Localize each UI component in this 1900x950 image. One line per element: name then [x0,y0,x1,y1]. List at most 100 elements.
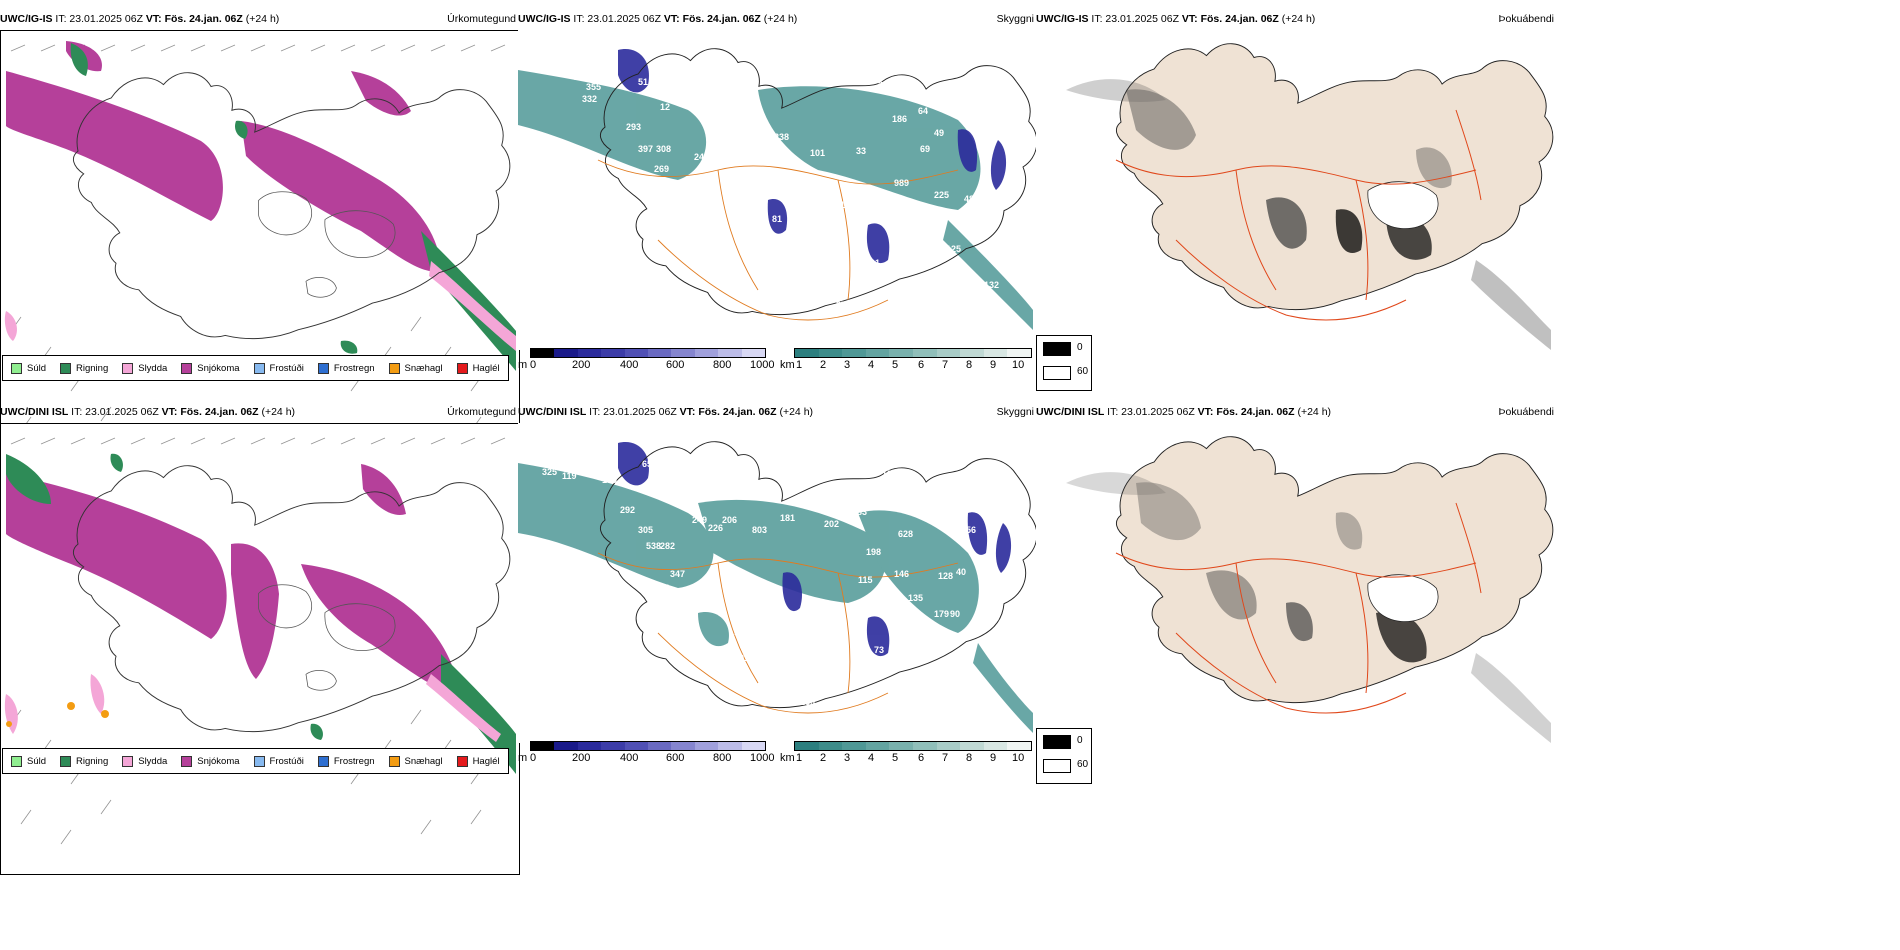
value-label: 372 [836,300,851,310]
colorbar-unit: m [518,752,528,764]
value-label: 159 [602,475,617,485]
panel-header: UWC/IG-IS IT: 23.01.2025 06Z VT: Fös. 24… [0,10,518,28]
lead-time: (+24 h) [779,406,814,418]
value-label: 44 [940,513,950,523]
valid-time-label: VT: [145,13,162,25]
init-time: IT: 23.01.2025 06Z [55,13,143,25]
forecast-row-1: UWC/IG-IS IT: 23.01.2025 06Z VT: Fös. 24… [0,10,1900,482]
legend-swatch [456,362,468,374]
value-label: 249 [692,515,707,525]
precip-type-panel: UWC/DINI ISL IT: 23.01.2025 06Z VT: Fös.… [0,403,520,875]
value-label: 146 [894,569,909,579]
legend-swatch [181,362,193,374]
panel-header: UWC/DINI ISL IT: 23.01.2025 06Z VT: Fös.… [1036,403,1556,421]
colorbar-tick: 600 [666,752,685,764]
road-network [597,552,959,714]
legend-label: Snjókoma [197,362,240,374]
valid-time-label: VT: [679,406,696,418]
panel-header: UWC/DINI ISL IT: 23.01.2025 06Z VT: Fös.… [518,403,1036,421]
value-label: 397 [638,144,653,154]
value-label: 803 [752,525,767,535]
value-label: 204 [878,80,893,90]
value-label: 126 [766,252,781,262]
legend-item: Frostregn [317,755,375,767]
value-label: 238 [774,132,789,142]
visibility-colorbar: km 1 2 3 4 5 6 7 8 9 10 [780,348,1036,382]
panel-header: UWC/IG-IS IT: 23.01.2025 06Z VT: Fös. 24… [1036,10,1556,28]
value-label: 225 [934,190,949,200]
legend-label: Slydda [138,755,168,767]
value-label: 123 [984,613,999,623]
legend-label: Snæhagl [404,362,443,374]
snow-band [6,464,457,694]
legend-item: Snjókoma [181,755,240,767]
legend-item: Rigning [60,755,109,767]
visibility-colorbar-strip [794,348,1032,358]
fog-legend-high: 60 [1077,759,1089,770]
value-label: 108 [788,721,803,731]
colorbar-tick: 400 [620,359,639,371]
value-label: 73 [874,645,884,655]
value-label: 132 [984,280,999,290]
lead-time: (+24 h) [261,406,296,418]
value-label: 128 [938,571,953,581]
colorbar-tick: 8 [966,359,973,371]
value-label: 187 [882,469,897,479]
visibility-map: 325 119 159 65 292 305 538 282 249 226 2… [518,423,1036,743]
colorbar-tick: 400 [620,752,639,764]
value-label: 69 [920,144,930,154]
sleet-band [4,261,516,351]
colorbar-tick: 2 [820,752,827,764]
colorbar-tick: 800 [713,752,732,764]
model-name: UWC/IG-IS [1036,13,1089,25]
value-label: 202 [824,519,839,529]
legend-label: Rigning [76,755,109,767]
graupel-spots [6,702,109,727]
panel-title: Úrkomutegund [447,406,516,418]
value-label: 65 [642,459,652,469]
legend-item: Haglél [456,362,500,374]
legend-label: Snæhagl [404,755,443,767]
legend-swatch [181,755,193,767]
panel-title: Skyggni [996,406,1034,418]
snow-band [6,41,441,272]
value-label: 117 [738,609,753,619]
value-label: 33 [856,146,866,156]
valid-time: Fös. 24.jan. 06Z [682,13,761,25]
value-label: 12 [660,102,670,112]
fog-map [1036,30,1556,350]
colorbar-unit: km [780,359,795,371]
value-label: 135 [908,593,923,603]
value-label: 62 [918,495,928,505]
colorbar-tick: 7 [942,359,949,371]
valid-time-label: VT: [161,406,178,418]
legend-item: Snjókoma [181,362,240,374]
fog-panel: UWC/IG-IS IT: 23.01.2025 06Z VT: Fös. 24… [1036,10,1556,480]
value-label: 355 [586,82,601,92]
valid-time-label: VT: [1197,406,1214,418]
legend-item: Snæhagl [388,362,443,374]
value-label: 291 [734,653,749,663]
value-label: 226 [708,523,723,533]
valid-time: Fös. 24.jan. 06Z [180,406,259,418]
value-label: 94 [774,599,784,609]
value-label: 250 [800,697,815,707]
legend-label: Frostregn [333,362,375,374]
value-label: 292 [620,505,635,515]
colorbar-tick: 0 [530,752,537,764]
low-visibility-area [518,70,1033,330]
colorbar-tick: 0 [530,359,537,371]
value-label: 175 [654,583,669,593]
colorbar-tick: 5 [892,752,899,764]
value-label: 57 [904,635,914,645]
lead-time: (+24 h) [245,13,280,25]
colorbar-tick: 1 [796,752,803,764]
precip-type-legend: Súld Rigning Slydda Snjókoma Frostúði Fr… [2,748,509,774]
colorbar-tick: 200 [572,359,591,371]
legend-label: Snjókoma [197,755,240,767]
legend-label: Slydda [138,362,168,374]
value-label: 49 [934,128,944,138]
value-label: 115 [858,575,873,585]
value-label: 246 [694,152,709,162]
colorbar-tick: 9 [990,359,997,371]
